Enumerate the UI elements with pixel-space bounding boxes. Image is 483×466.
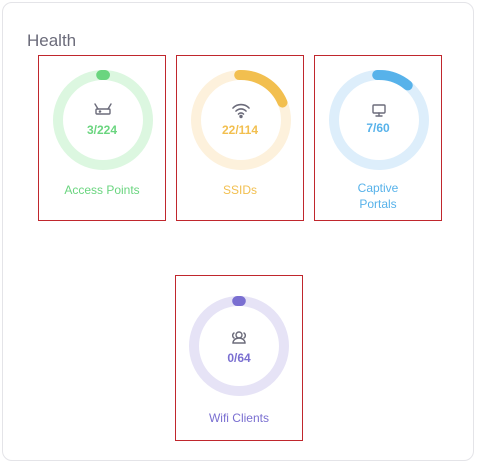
access-points-label: Access Points — [64, 183, 140, 197]
monitor-icon — [372, 104, 386, 117]
wifi-clients-ring — [189, 296, 289, 396]
access-points-ring — [53, 70, 153, 170]
ssids-ring — [191, 70, 291, 170]
ssids-tile[interactable]: 22/114 SSIDs — [176, 55, 304, 221]
captive-portals-count: 7/60 — [366, 121, 390, 135]
ssids-label: SSIDs — [222, 183, 257, 197]
ssids-count: 22/114 — [221, 123, 259, 137]
router-icon — [94, 103, 112, 115]
wifi-clients-count: 0/64 — [227, 351, 251, 365]
captive-portals-label-line1: Captive — [357, 181, 399, 195]
wifi-clients-tile[interactable]: 0/64 Wifi Clients — [175, 275, 303, 441]
captive-portals-ring — [329, 70, 429, 170]
panel-title: Health — [27, 31, 77, 50]
captive-portals-tile[interactable]: 7/60 Captive Portals — [314, 55, 442, 221]
users-icon — [232, 331, 246, 344]
wifi-clients-label: Wifi Clients — [208, 411, 269, 425]
access-points-tile[interactable]: 3/224 Access Points — [38, 55, 166, 221]
captive-portals-label-line2: Portals — [359, 197, 397, 211]
wifi-icon — [232, 103, 250, 119]
access-points-count: 3/224 — [86, 123, 118, 137]
